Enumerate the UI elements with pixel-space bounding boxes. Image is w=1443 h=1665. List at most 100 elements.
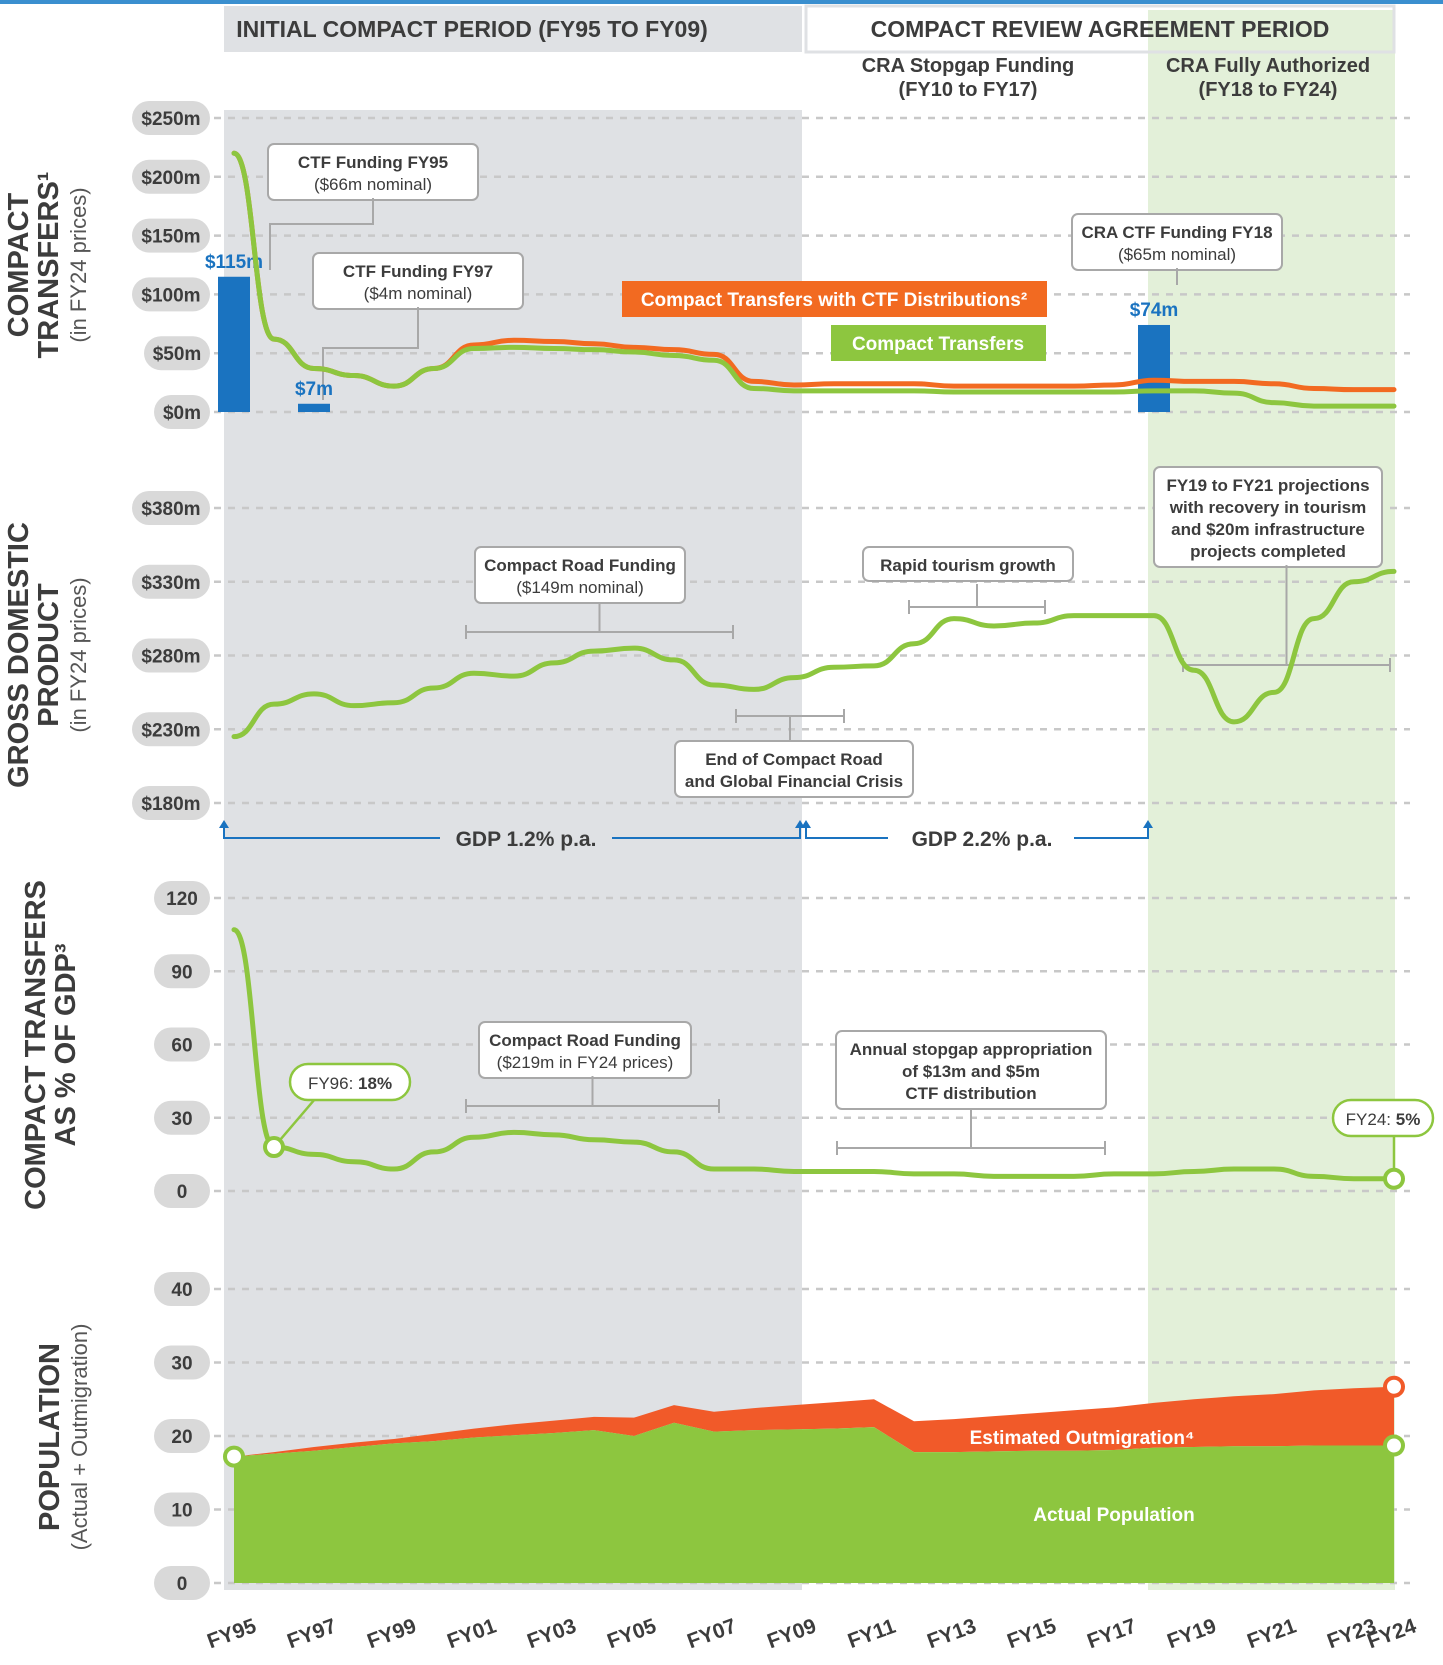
ann-road-funding-real-text: Compact Road Funding bbox=[489, 1031, 681, 1050]
ann-cra-ctf-fy18-text: CRA CTF Funding FY18 bbox=[1081, 223, 1272, 242]
x-tick-label: FY17 bbox=[1084, 1615, 1139, 1654]
y-tick-label: 120 bbox=[166, 889, 198, 910]
population-axis-title-sub: (Actual + Outmigration) bbox=[67, 1324, 92, 1551]
y-tick-pill bbox=[154, 1272, 210, 1306]
ann-ctf-fy97-text: ($4m nominal) bbox=[364, 284, 473, 303]
ann-road-funding-real-text: ($219m in FY24 prices) bbox=[497, 1053, 674, 1072]
gdp-growth-arrowhead bbox=[801, 820, 811, 828]
y-tick-label: $250m bbox=[141, 109, 200, 130]
ann-projections-text: projects completed bbox=[1190, 542, 1346, 561]
ann-projections-box bbox=[1153, 466, 1383, 568]
y-tick-label: 90 bbox=[171, 962, 192, 983]
ann-stopgap-appropriation-text: CTF distribution bbox=[905, 1084, 1036, 1103]
transfer-bar bbox=[218, 276, 250, 412]
x-tick-label: FY09 bbox=[764, 1615, 819, 1654]
y-tick-label: $330m bbox=[141, 573, 200, 594]
initial-period-header-box bbox=[224, 6, 802, 52]
ann-stopgap-appropriation-box bbox=[835, 1030, 1107, 1110]
outmig-end-point bbox=[1383, 1375, 1405, 1398]
y-tick-pill bbox=[154, 1419, 210, 1453]
gdp-growth-arrowhead bbox=[1143, 820, 1153, 828]
transfer-bar-label: $7m bbox=[295, 379, 333, 400]
actual-end-point bbox=[1383, 1434, 1405, 1457]
x-tick-label: FY13 bbox=[924, 1615, 979, 1654]
y-tick-pill bbox=[154, 1345, 210, 1380]
x-tick-label: FY97 bbox=[284, 1615, 339, 1654]
x-axis: FY95 FY97 FY99 FY01 FY03 FY05 FY07 FY09 FY11 FY13… bbox=[204, 1614, 1419, 1653]
x-tick-label: FY15 bbox=[1004, 1614, 1059, 1653]
y-tick-pill bbox=[154, 395, 210, 429]
x-tick-label: FY11 bbox=[845, 1615, 899, 1653]
ann-road-funding-text: Compact Road Funding bbox=[484, 556, 676, 575]
y-tick-label: 60 bbox=[171, 1036, 192, 1057]
y-tick-pill bbox=[144, 336, 210, 371]
review-period-header: COMPACT REVIEW AGREEMENT PERIOD bbox=[871, 16, 1330, 42]
fy96-callout-value: 18% bbox=[358, 1074, 392, 1093]
y-tick-pill bbox=[154, 1492, 210, 1527]
y-tick-pill bbox=[154, 1100, 210, 1135]
fy96-callout: FY96: 18% bbox=[308, 1074, 392, 1093]
y-tick-pill bbox=[154, 1027, 210, 1062]
y-tick-label: 30 bbox=[171, 1109, 192, 1130]
initial-period-band bbox=[224, 110, 802, 1590]
y-tick-pill bbox=[132, 491, 210, 525]
pct-gdp-axis-title-line: AS % OF GDP³ bbox=[50, 943, 82, 1146]
transfer-bar-label: $74m bbox=[1130, 300, 1179, 321]
initial-period-header: INITIAL COMPACT PERIOD (FY95 TO FY09) bbox=[236, 16, 708, 42]
data-series: $115m $7m $74m Estimated Outmigration⁴ Actua… bbox=[205, 150, 1405, 1583]
fy96-point bbox=[263, 1136, 285, 1159]
y-tick-pill bbox=[132, 712, 210, 747]
y-tick-label: $50m bbox=[153, 344, 202, 365]
transfer-bar bbox=[298, 403, 330, 412]
transfers-axis-title-line: TRANSFERS¹ bbox=[33, 172, 65, 359]
actual-population-area bbox=[234, 1422, 1394, 1583]
transfer-bar bbox=[1138, 324, 1170, 412]
population-axis-title-line: POPULATION bbox=[34, 1343, 66, 1531]
ann-tourism-growth-box bbox=[862, 546, 1074, 582]
y-tick-pill bbox=[132, 638, 210, 673]
y-tick-pill bbox=[132, 101, 210, 135]
authorized-period-band bbox=[1148, 10, 1395, 1590]
y-tick-pill bbox=[154, 954, 210, 989]
y-tick-label: $380m bbox=[141, 499, 200, 520]
x-tick-label: FY99 bbox=[364, 1615, 419, 1654]
gdp-growth-arrowhead bbox=[219, 820, 229, 828]
ann-end-compact-road-box bbox=[674, 740, 914, 798]
ann-ctf-fy97-leader bbox=[322, 307, 419, 400]
ann-stopgap-appropriation-text: of $13m and $5m bbox=[902, 1062, 1040, 1081]
gdp-growth-2: GDP 2.2% p.a. bbox=[912, 828, 1053, 851]
legend-ctf-box bbox=[622, 281, 1047, 317]
y-tick-label: 40 bbox=[171, 1280, 192, 1301]
outmigration-label: Estimated Outmigration⁴ bbox=[970, 1428, 1195, 1449]
legend-transfers-label: Compact Transfers bbox=[852, 334, 1024, 355]
ann-road-funding-text: ($149m nominal) bbox=[516, 578, 644, 597]
y-tick-pill bbox=[132, 159, 210, 194]
ann-tourism-growth-text: Rapid tourism growth bbox=[880, 556, 1056, 575]
gdp-axis-title-line: GROSS DOMESTIC bbox=[3, 522, 35, 788]
gdp-growth-arrow-right-end bbox=[1074, 822, 1149, 839]
y-tick-pill bbox=[132, 564, 210, 599]
y-tick-label: $230m bbox=[141, 720, 200, 741]
ann-stopgap-appropriation-text: Annual stopgap appropriation bbox=[850, 1040, 1093, 1059]
y-tick-label: $280m bbox=[141, 647, 200, 668]
start-pop-point bbox=[223, 1445, 245, 1468]
population-axis-title: POPULATION (Actual + Outmigration) bbox=[34, 1324, 92, 1551]
authorized-header-line1: CRA Fully Authorized bbox=[1166, 55, 1370, 77]
gdp-growth-1: GDP 1.2% p.a. bbox=[456, 828, 597, 851]
ann-ctf-fy95-text: CTF Funding FY95 bbox=[298, 153, 448, 172]
y-tick-label: $180m bbox=[141, 794, 200, 815]
actual-population-label: Actual Population bbox=[1033, 1505, 1195, 1526]
y-tick-label: 0 bbox=[177, 1574, 188, 1595]
y-tick-pill bbox=[132, 786, 210, 820]
gdp-line bbox=[231, 568, 1397, 740]
x-tick-label: FY05 bbox=[604, 1614, 659, 1653]
top-accent-bar bbox=[0, 0, 1443, 4]
ann-ctf-fy95-text: ($66m nominal) bbox=[314, 175, 432, 194]
ann-end-compact-road-text: End of Compact Road bbox=[705, 750, 883, 769]
stopgap-header-line2: (FY10 to FY17) bbox=[899, 79, 1038, 101]
ann-ctf-fy97-text: CTF Funding FY97 bbox=[343, 262, 493, 281]
ann-ctf-fy95-leader bbox=[269, 198, 374, 270]
